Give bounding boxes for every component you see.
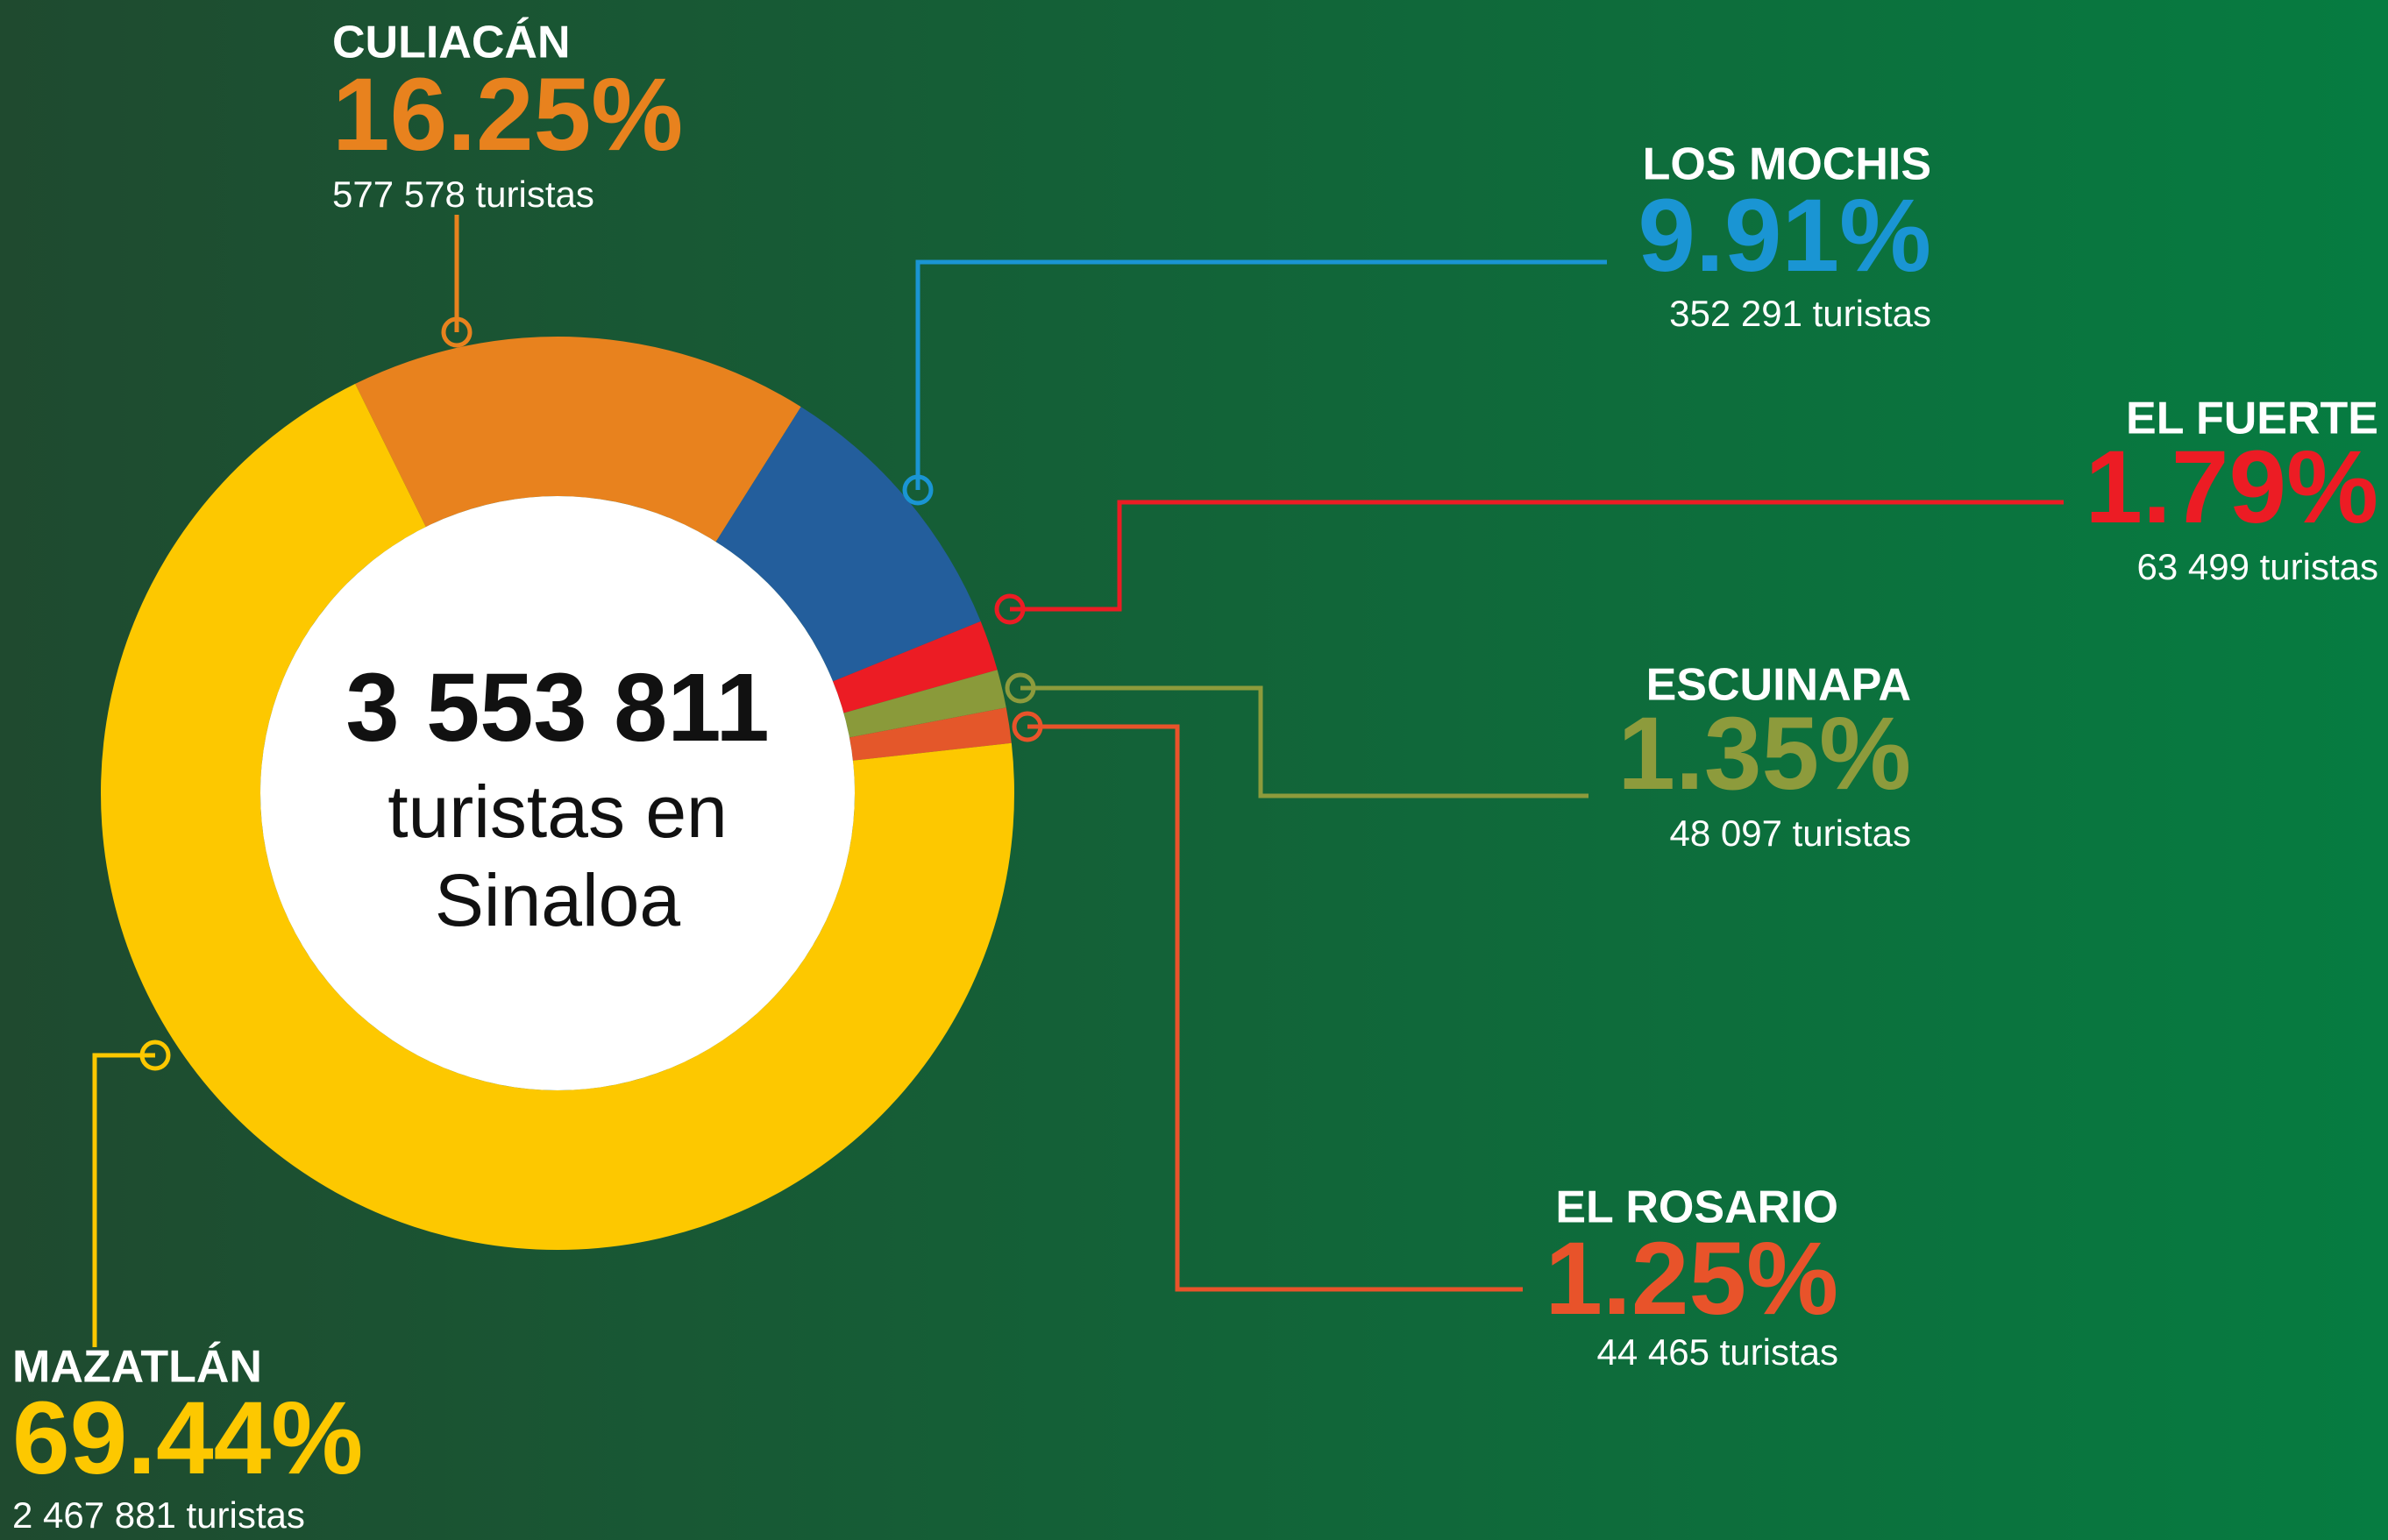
leader-line bbox=[1010, 500, 2064, 612]
donut-hole bbox=[260, 496, 855, 1090]
count-label: 2 467 881 turistas bbox=[12, 1494, 305, 1536]
center-text: Sinaloa bbox=[435, 859, 681, 941]
percent-label: 1.25% bbox=[1545, 1221, 1838, 1337]
leader-dot bbox=[902, 474, 934, 506]
center-text: turistas en bbox=[387, 770, 728, 853]
category-label: EL FUERTE bbox=[2126, 394, 2378, 444]
leader-line bbox=[915, 259, 1607, 490]
category-label: CULIACÁN bbox=[332, 18, 571, 68]
category-label: EL ROSARIO bbox=[1555, 1182, 1838, 1233]
category-label: LOS MOCHIS bbox=[1643, 139, 1931, 190]
count-label: 48 097 turistas bbox=[1669, 813, 1911, 854]
leader-line bbox=[1020, 685, 1588, 798]
leader-dot bbox=[139, 1040, 171, 1071]
count-label: 44 465 turistas bbox=[1596, 1331, 1838, 1373]
leader-dot bbox=[1012, 711, 1043, 742]
percent-label: 69.44% bbox=[12, 1380, 363, 1496]
count-label: 352 291 turistas bbox=[1669, 293, 1931, 334]
percent-label: 1.79% bbox=[2085, 429, 2378, 545]
donut-slice bbox=[355, 336, 801, 543]
donut-slice bbox=[843, 670, 1006, 738]
leader-line bbox=[1027, 724, 1523, 1292]
percent-label: 9.91% bbox=[1638, 178, 1931, 294]
category-label: ESCUINAPA bbox=[1646, 660, 1911, 711]
donut-slice bbox=[715, 407, 981, 682]
leader-dot bbox=[441, 316, 473, 348]
leader-dot bbox=[994, 593, 1026, 625]
donut-slice bbox=[101, 383, 1014, 1251]
percent-label: 1.35% bbox=[1617, 696, 1911, 812]
percent-label: 16.25% bbox=[332, 57, 683, 173]
center-total: 3 553 811 bbox=[345, 654, 769, 762]
category-label: MAZATLÁN bbox=[12, 1342, 262, 1393]
count-label: 577 578 turistas bbox=[332, 174, 594, 215]
leader-line bbox=[92, 1053, 155, 1347]
leader-dot bbox=[1005, 672, 1036, 704]
donut-slice bbox=[833, 621, 998, 713]
donut-slice bbox=[849, 707, 1012, 761]
count-label: 63 499 turistas bbox=[2136, 546, 2378, 587]
